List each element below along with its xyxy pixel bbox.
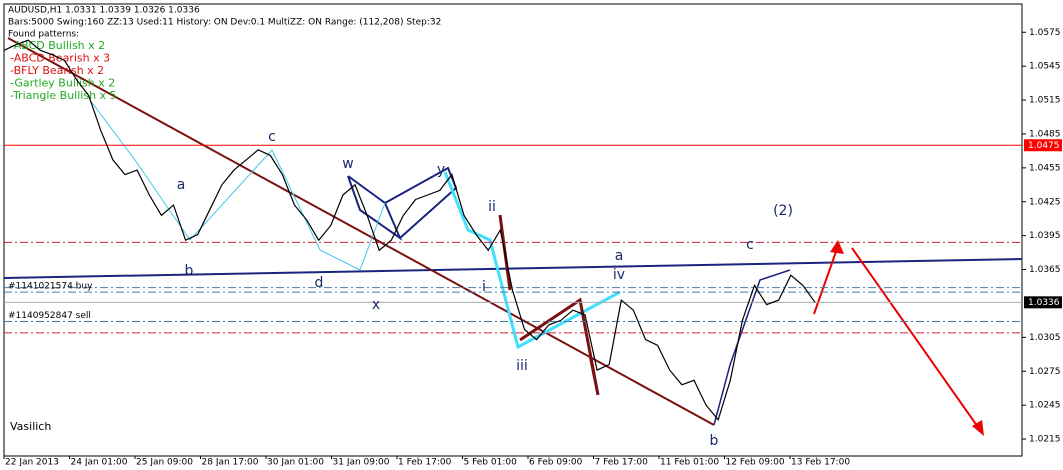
y-tick-label: 1.0485 (1029, 129, 1061, 139)
pattern-entry: -ABCD Bullish x 2 (10, 39, 105, 52)
pattern-entry: -Triangle Bullish x 5 (10, 89, 117, 102)
wave-label: i (482, 279, 486, 295)
price-line (3, 39, 816, 422)
y-tick-label: 1.0515 (1029, 96, 1061, 106)
chart-title: AUDUSD,H1 1.0331 1.0339 1.0326 1.0336 (8, 6, 200, 16)
trend-line (7, 37, 715, 426)
analysis-drawings (3, 37, 1023, 436)
y-tick-label: 1.0455 (1029, 163, 1061, 173)
x-tick-label: 1 Feb 17:00 (398, 458, 452, 467)
level-price-box (1024, 139, 1062, 152)
arrow-head (830, 240, 844, 254)
zigzag (713, 269, 791, 426)
x-tick-label: 7 Feb 17:00 (595, 458, 649, 467)
zigzag (89, 99, 386, 271)
y-tick-label: 1.0365 (1029, 265, 1061, 275)
zigzag (519, 297, 600, 396)
x-tick-label: 6 Feb 09:00 (529, 458, 583, 467)
y-tick-label: 1.0245 (1029, 401, 1061, 411)
wave-label: (2) (773, 203, 793, 219)
order-label: #1141021574 buy (8, 282, 93, 292)
y-tick-label: 1.0395 (1029, 231, 1061, 241)
y-tick-label: 1.0215 (1029, 435, 1061, 445)
wave-label: ii (488, 199, 496, 215)
x-tick-label: 5 Feb 01:00 (464, 458, 518, 467)
wave-label: x (372, 297, 380, 313)
last-price-label: 1.0336 (1028, 298, 1060, 308)
wave-label: iv (613, 267, 625, 283)
plot-frame (3, 3, 1023, 457)
wave-label: w (342, 156, 353, 172)
author: Vasilich (10, 420, 51, 433)
y-tick-label: 1.0425 (1029, 197, 1061, 207)
chart-subtitle: Bars:5000 Swing:160 ZZ:13 Used:11 Histor… (8, 18, 441, 28)
x-tick-label: 24 Jan 01:00 (71, 458, 128, 467)
order-label: #1140952847 sell (8, 311, 91, 321)
x-tick-label: 31 Jan 09:00 (333, 458, 390, 467)
zigzag (443, 171, 621, 350)
wave-label: c (268, 129, 276, 145)
y-tick-label: 1.0305 (1029, 333, 1061, 343)
pattern-entry: -Gartley Bullish x 2 (10, 77, 115, 90)
wave-label: a (615, 248, 624, 264)
y-tick-label: 1.0575 (1029, 28, 1061, 38)
wave-label: iii (516, 358, 528, 374)
level-price-label: 1.0475 (1028, 141, 1060, 151)
channel (384, 166, 458, 239)
wave-label: a (177, 177, 186, 193)
wave-label: d (315, 275, 324, 291)
x-tick-label: 30 Jan 01:00 (267, 458, 324, 467)
patterns-heading: Found patterns: (8, 30, 79, 40)
wave-label: b (710, 433, 719, 449)
x-tick-label: 28 Jan 17:00 (202, 458, 259, 467)
trend-line (3, 258, 1023, 279)
last-price-box (1024, 296, 1062, 309)
arrow (851, 247, 981, 431)
x-tick-label: 11 Feb 01:00 (660, 458, 719, 467)
x-tick-label: 22 Jan 2013 (5, 458, 59, 467)
wave-label: b (185, 263, 194, 279)
pattern-entry: -BFLY Bearish x 2 (10, 64, 104, 77)
arrow-head (972, 420, 984, 436)
x-tick-label: 13 Feb 17:00 (791, 458, 850, 467)
y-tick-label: 1.0545 (1029, 62, 1061, 72)
x-tick-label: 12 Feb 09:00 (726, 458, 785, 467)
wave-label: c (746, 237, 754, 253)
x-tick-label: 25 Jan 09:00 (136, 458, 193, 467)
y-tick-label: 1.0275 (1029, 367, 1061, 377)
wave-label: y (437, 162, 445, 178)
